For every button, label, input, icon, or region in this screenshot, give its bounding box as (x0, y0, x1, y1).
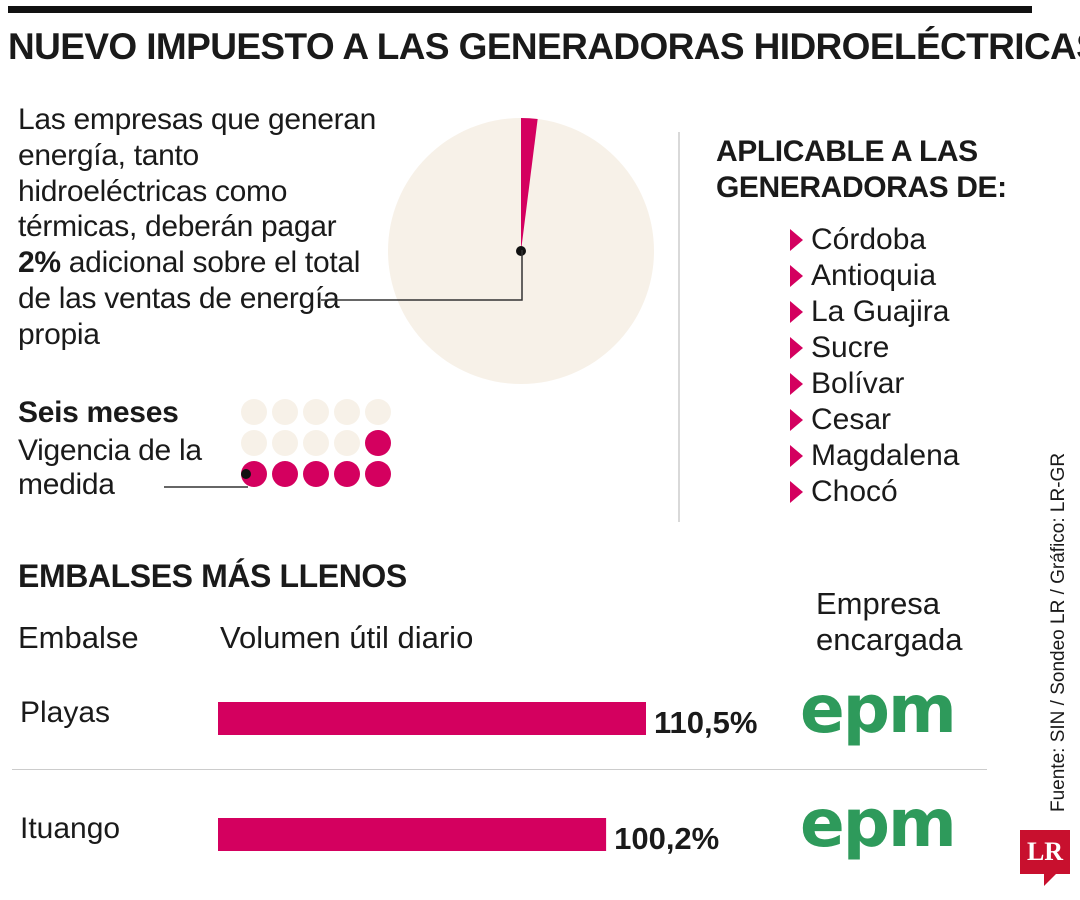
triangle-bullet-icon (790, 337, 803, 359)
reservoir-bar-chart: 110,5% 100,2% (218, 702, 757, 856)
generator-label: Córdoba (811, 223, 927, 256)
generator-item: La Guajira (790, 294, 959, 330)
intro-text: Las empresas que generan energía, tanto … (18, 102, 378, 353)
triangle-bullet-icon (790, 409, 803, 431)
reservoirs-title: EMBALSES MÁS LLENOS (18, 558, 407, 594)
generator-item: Sucre (790, 330, 959, 366)
intro-before: Las empresas que generan energía, tanto … (18, 103, 377, 244)
page-title: NUEVO IMPUESTO A LAS GENERADORAS HIDROEL… (8, 26, 1080, 67)
triangle-bullet-icon (790, 301, 803, 323)
waffle-dot-empty (272, 399, 298, 425)
waffle-dot-filled (365, 461, 391, 487)
epm-logo-playas: epm (800, 680, 957, 748)
intro-highlight: 2% (18, 246, 61, 280)
pie-center-dot (516, 246, 526, 256)
waffle-dot-filled (241, 461, 267, 487)
lr-logo-tail (1044, 874, 1056, 886)
waffle-dot-empty (303, 430, 329, 456)
waffle-dot-empty (272, 430, 298, 456)
column-header-embalse: Embalse (18, 620, 139, 655)
column-header-empresa: Empresa encargada (816, 586, 963, 657)
vertical-divider (678, 132, 680, 522)
generator-label: Sucre (811, 331, 890, 364)
generator-label: La Guajira (811, 295, 950, 328)
column-header-volumen: Volumen útil diario (220, 620, 474, 655)
generator-item: Cesar (790, 402, 959, 438)
duration-text: Vigencia de la medida (18, 434, 202, 501)
triangle-bullet-icon (790, 481, 803, 503)
reservoir-label-ituango: Ituango (20, 812, 121, 845)
generator-item: Córdoba (790, 222, 959, 258)
generator-label: Cesar (811, 403, 892, 436)
triangle-bullet-icon (790, 373, 803, 395)
intro-after: adicional sobre el total de las ventas d… (18, 246, 361, 351)
epm-logo-ituango: epm (800, 794, 957, 862)
waffle-marker-dot (241, 469, 251, 479)
top-rule (8, 6, 1032, 13)
waffle-dot-empty (334, 430, 360, 456)
bar-playas (218, 702, 646, 735)
waffle-dot-empty (241, 430, 267, 456)
generators-list: Córdoba Antioquia La Guajira Sucre Bolívar Ce… (790, 222, 959, 510)
generator-item: Antioquia (790, 258, 959, 294)
duration-title: Seis meses (18, 396, 179, 429)
lr-logo: LR (1020, 830, 1070, 874)
generator-label: Magdalena (811, 439, 960, 472)
triangle-bullet-icon (790, 445, 803, 467)
generator-label: Antioquia (811, 259, 937, 292)
generator-item: Magdalena (790, 438, 959, 474)
triangle-bullet-icon (790, 229, 803, 251)
source-note: Fuente: SIN / Sondeo LR / Gráfico: LR-GR (1048, 452, 1069, 812)
waffle-dot-empty (241, 399, 267, 425)
bar-ituango (218, 818, 607, 851)
waffle-dot-filled (334, 461, 360, 487)
generator-label: Bolívar (811, 367, 905, 400)
row-divider (12, 769, 987, 770)
intro-leader-line (321, 250, 523, 301)
reservoir-label-playas: Playas (20, 696, 111, 729)
triangle-bullet-icon (790, 265, 803, 287)
waffle-dot-filled (272, 461, 298, 487)
epm-logo-text: epm (800, 680, 955, 748)
months-waffle-chart (241, 399, 391, 487)
waffle-dot-filled (303, 461, 329, 487)
waffle-dot-empty (365, 399, 391, 425)
duration-leader-line (164, 486, 248, 488)
waffle-dot-empty (303, 399, 329, 425)
bar-value-label: 100,2% (614, 821, 719, 856)
epm-logo-text: epm (800, 794, 955, 862)
pie-slice-tax (521, 118, 538, 251)
bar-value-label: 110,5% (654, 705, 757, 740)
waffle-dot-filled (365, 430, 391, 456)
generator-item: Chocó (790, 474, 959, 510)
generator-item: Bolívar (790, 366, 959, 402)
generator-label: Chocó (811, 475, 898, 508)
waffle-dot-empty (334, 399, 360, 425)
tax-pie-chart (388, 118, 654, 384)
applicable-title: APLICABLE A LAS GENERADORAS DE: (716, 135, 1007, 204)
